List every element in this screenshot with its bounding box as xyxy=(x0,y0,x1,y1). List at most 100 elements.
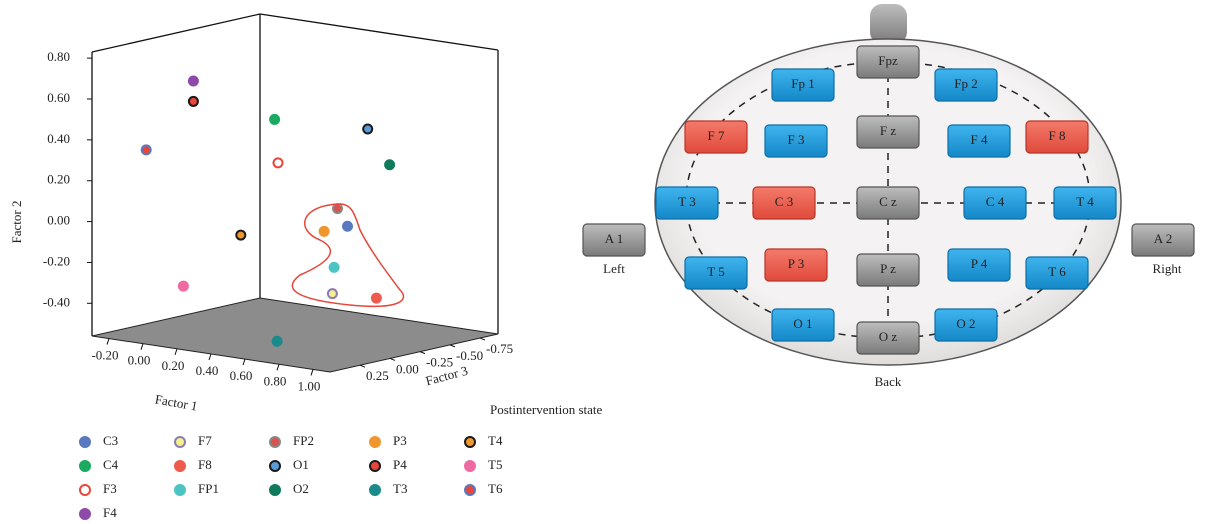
z-tick-label: -0.50 xyxy=(456,348,483,363)
electrode xyxy=(947,248,1011,282)
legend-marker xyxy=(369,460,381,472)
electrode xyxy=(684,120,748,154)
z-tick xyxy=(479,337,486,341)
electrode xyxy=(856,45,920,79)
x-tick xyxy=(276,364,280,371)
point xyxy=(370,292,382,304)
electrode xyxy=(1025,256,1089,290)
legend-marker xyxy=(269,460,281,472)
electrode-label: C 4 xyxy=(986,194,1005,209)
electrode xyxy=(856,253,920,287)
legend-marker xyxy=(464,484,476,496)
annotation: Postintervention state xyxy=(490,402,603,417)
legend-marker xyxy=(174,484,186,496)
point xyxy=(342,220,353,232)
y-tick-label: 0.40 xyxy=(47,131,70,146)
electrode-label: Fp 1 xyxy=(791,76,814,91)
side-label: Left xyxy=(603,261,625,276)
x-tick-label: 0.20 xyxy=(162,358,185,373)
legend-label: P3 xyxy=(393,433,407,448)
legend-label: F3 xyxy=(103,481,117,496)
point xyxy=(362,123,374,135)
electrode-label: C 3 xyxy=(775,194,793,209)
z-tick-label: 0.00 xyxy=(396,361,419,376)
point xyxy=(187,95,199,107)
axis-edge xyxy=(91,13,261,53)
legend-label: F7 xyxy=(198,433,212,448)
electrode xyxy=(684,256,748,290)
electrode xyxy=(963,186,1027,220)
electrode xyxy=(947,124,1011,158)
electrode-label: C z xyxy=(879,194,897,209)
electrode-diagram: Left Right Back Fpz Fp 1 Fp 2 F 7 F 3 F z F 4 F… xyxy=(582,4,1195,389)
legend-marker xyxy=(79,460,91,472)
legend-label: F4 xyxy=(103,505,117,520)
electrode xyxy=(1131,223,1195,257)
point xyxy=(140,144,152,156)
cluster-outline xyxy=(291,203,405,308)
electrode xyxy=(771,308,835,342)
y-tick-label: -0.40 xyxy=(43,294,70,309)
legend-marker xyxy=(369,484,381,496)
electrode-label: Fp 2 xyxy=(954,76,977,91)
electrode-label: F 8 xyxy=(1049,128,1066,143)
x-axis-label: Factor 1 xyxy=(154,391,199,413)
y-tick-label: -0.20 xyxy=(43,253,70,268)
electrode-label: O 2 xyxy=(956,316,975,331)
y-tick-label: 0.00 xyxy=(47,213,70,228)
x-tick-label: 0.00 xyxy=(128,353,151,368)
legend-label: C3 xyxy=(103,433,118,448)
y-tick-label: 0.60 xyxy=(47,90,70,105)
x-tick-label: -0.20 xyxy=(91,348,118,363)
legend-marker xyxy=(464,460,476,472)
x-tick xyxy=(106,338,110,345)
electrode xyxy=(582,223,646,257)
point xyxy=(177,280,189,292)
x-tick xyxy=(208,353,212,361)
x-tick xyxy=(310,369,314,376)
electrode xyxy=(1025,120,1089,154)
point xyxy=(332,203,343,215)
electrode xyxy=(764,248,828,282)
electrode xyxy=(764,124,828,158)
z-tick-label: -0.25 xyxy=(426,355,453,370)
legend-marker xyxy=(369,436,381,448)
legend-label: T3 xyxy=(393,481,407,496)
electrode xyxy=(752,186,816,220)
electrode-label: Fpz xyxy=(878,53,898,68)
legend-label: O2 xyxy=(293,481,309,496)
nose xyxy=(870,4,907,44)
side-label: Right xyxy=(1153,261,1182,276)
legend-marker xyxy=(269,484,281,496)
legend-label: O1 xyxy=(293,457,309,472)
point xyxy=(328,261,340,273)
electrode-label: O z xyxy=(879,329,898,344)
point xyxy=(271,335,283,347)
point xyxy=(384,159,396,171)
legend-marker xyxy=(79,436,91,448)
x-tick-label: 0.40 xyxy=(196,363,219,378)
electrode xyxy=(655,186,719,220)
z-tick-label: -0.75 xyxy=(486,341,513,356)
point xyxy=(235,229,247,241)
legend-marker xyxy=(269,436,281,448)
electrode-label: T 6 xyxy=(1048,264,1066,279)
legend-label: C4 xyxy=(103,457,119,472)
electrode-label: P z xyxy=(880,261,896,276)
electrode xyxy=(856,186,920,220)
legend-label: P4 xyxy=(393,457,407,472)
z-tick-label: 0.25 xyxy=(366,368,389,383)
legend-label: T6 xyxy=(488,481,503,496)
legend-label: T4 xyxy=(488,433,503,448)
point xyxy=(326,288,338,300)
y-tick-label: 0.20 xyxy=(47,172,70,187)
x-tick-label: 1.00 xyxy=(298,378,321,393)
legend-marker xyxy=(79,484,91,496)
legend-marker xyxy=(174,460,186,472)
electrode xyxy=(934,68,998,102)
x-tick-label: 0.60 xyxy=(230,368,253,383)
legend-label: FP1 xyxy=(198,481,219,496)
axis-edge xyxy=(259,13,499,51)
y-tick-label: 0.80 xyxy=(47,49,70,64)
